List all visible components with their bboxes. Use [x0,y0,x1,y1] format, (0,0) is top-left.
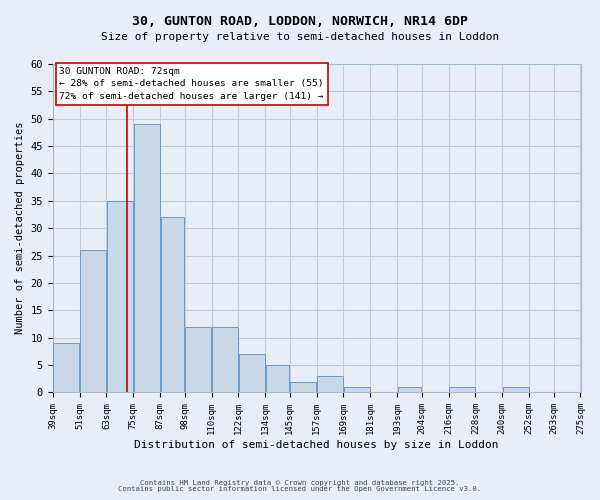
Bar [266,365,289,392]
Bar [80,250,106,392]
Bar [239,354,265,393]
Text: 30 GUNTON ROAD: 72sqm
← 28% of semi-detached houses are smaller (55)
72% of semi: 30 GUNTON ROAD: 72sqm ← 28% of semi-deta… [59,66,324,100]
Bar [290,382,316,392]
Y-axis label: Number of semi-detached properties: Number of semi-detached properties [15,122,25,334]
Bar [449,387,475,392]
Bar [161,218,184,392]
Text: Contains HM Land Registry data © Crown copyright and database right 2025.
Contai: Contains HM Land Registry data © Crown c… [118,480,482,492]
Bar [317,376,343,392]
Bar [398,387,421,392]
Bar [53,343,79,392]
Bar [344,387,370,392]
Bar [503,387,529,392]
Bar [185,327,211,392]
Text: Size of property relative to semi-detached houses in Loddon: Size of property relative to semi-detach… [101,32,499,42]
Text: 30, GUNTON ROAD, LODDON, NORWICH, NR14 6DP: 30, GUNTON ROAD, LODDON, NORWICH, NR14 6… [132,15,468,28]
Bar [107,201,133,392]
X-axis label: Distribution of semi-detached houses by size in Loddon: Distribution of semi-detached houses by … [134,440,499,450]
Bar [212,327,238,392]
Bar [134,124,160,392]
